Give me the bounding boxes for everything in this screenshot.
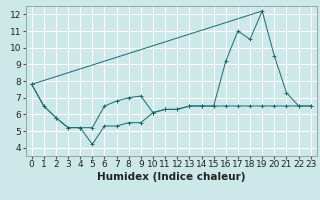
X-axis label: Humidex (Indice chaleur): Humidex (Indice chaleur)	[97, 172, 245, 182]
